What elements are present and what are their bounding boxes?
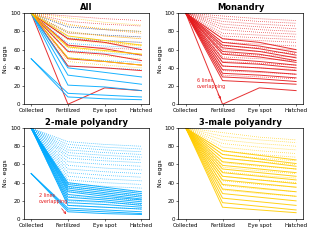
- Y-axis label: No. eggs: No. eggs: [3, 160, 8, 187]
- Y-axis label: No. eggs: No. eggs: [3, 45, 8, 73]
- Title: Monandry: Monandry: [217, 3, 265, 12]
- Y-axis label: No. eggs: No. eggs: [158, 160, 163, 187]
- Y-axis label: No. eggs: No. eggs: [158, 45, 163, 73]
- Text: 2 lines
overlapping: 2 lines overlapping: [39, 193, 68, 214]
- Title: 3-male polyandry: 3-male polyandry: [199, 118, 282, 127]
- Title: All: All: [80, 3, 93, 12]
- Text: 6 lines
overlapping: 6 lines overlapping: [197, 78, 226, 98]
- Title: 2-male polyandry: 2-male polyandry: [45, 118, 128, 127]
